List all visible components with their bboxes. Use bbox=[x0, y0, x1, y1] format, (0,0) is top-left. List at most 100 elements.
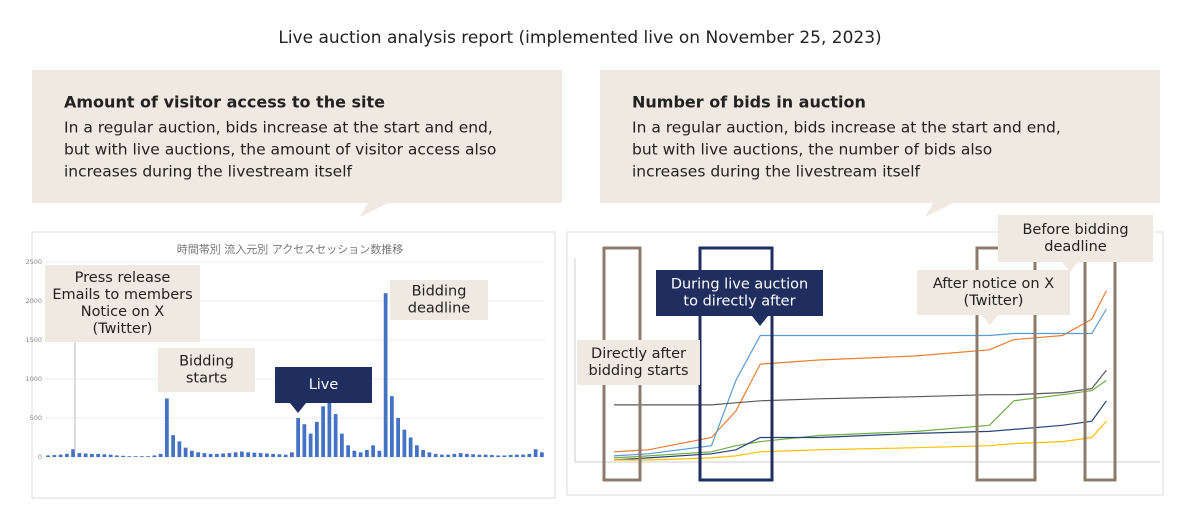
bar bbox=[177, 441, 182, 457]
annotation-box bbox=[577, 340, 700, 385]
annotation-text: Bidding bbox=[179, 354, 234, 370]
bar bbox=[265, 453, 269, 457]
bar bbox=[296, 418, 300, 457]
bar bbox=[208, 453, 213, 457]
annotation-text: Emails to members bbox=[52, 287, 192, 303]
bar bbox=[308, 433, 313, 457]
annotation-tail bbox=[982, 315, 998, 325]
annotation-box bbox=[998, 215, 1153, 262]
bar bbox=[165, 398, 169, 457]
annotation-text: Bidding bbox=[412, 284, 467, 300]
bar bbox=[533, 449, 538, 457]
annotation-tail bbox=[752, 316, 768, 326]
bar bbox=[146, 456, 150, 457]
bar bbox=[290, 452, 294, 457]
bar bbox=[433, 453, 438, 457]
y-tick-label: 1500 bbox=[25, 336, 42, 344]
bar bbox=[402, 429, 407, 457]
bar bbox=[383, 293, 388, 457]
bar bbox=[108, 454, 113, 457]
bar bbox=[227, 453, 232, 457]
bar bbox=[140, 456, 144, 457]
bar bbox=[96, 453, 100, 457]
bar bbox=[515, 454, 519, 457]
bar bbox=[277, 454, 282, 457]
bar bbox=[190, 450, 194, 457]
annotation-box bbox=[275, 367, 372, 403]
bar bbox=[496, 455, 500, 457]
annotation-text: Press release bbox=[75, 270, 171, 286]
bar bbox=[365, 449, 369, 457]
bar bbox=[415, 445, 419, 457]
bar bbox=[396, 418, 400, 457]
bar bbox=[452, 453, 457, 457]
annotation-text: Live bbox=[309, 377, 339, 393]
bar bbox=[490, 455, 494, 457]
panel-text: increases during the livestream itself bbox=[64, 163, 352, 181]
bar bbox=[371, 445, 375, 457]
bar bbox=[458, 453, 463, 457]
bar bbox=[77, 453, 82, 457]
bar bbox=[83, 453, 88, 457]
bar bbox=[465, 453, 469, 457]
bar bbox=[65, 453, 69, 457]
bar bbox=[115, 455, 119, 457]
bar bbox=[215, 453, 219, 457]
bar bbox=[71, 449, 75, 457]
annotation-text: Before bidding bbox=[1022, 222, 1128, 238]
annotation-text: Directly after bbox=[591, 346, 686, 362]
chart-title: 時間帯別 流入元別 アクセスセッション数推移 bbox=[177, 242, 403, 256]
annotation-box bbox=[45, 265, 200, 342]
annotation-text: to directly after bbox=[683, 294, 795, 310]
bar bbox=[102, 454, 107, 457]
bar bbox=[271, 453, 275, 457]
panel-heading: Number of bids in auction bbox=[632, 93, 866, 112]
bar bbox=[446, 454, 450, 457]
bar bbox=[202, 453, 207, 457]
panel-text: In a regular auction, bids increase at t… bbox=[64, 119, 493, 137]
bar bbox=[258, 453, 263, 457]
annotation-box bbox=[656, 270, 823, 316]
bar bbox=[240, 451, 244, 457]
bar bbox=[390, 396, 394, 457]
bar bbox=[333, 414, 338, 457]
bar bbox=[352, 450, 357, 457]
bar bbox=[133, 456, 138, 457]
bar bbox=[508, 455, 513, 457]
bar bbox=[127, 456, 132, 457]
panel-text: In a regular auction, bids increase at t… bbox=[632, 119, 1061, 137]
bar bbox=[158, 453, 163, 457]
annotation-text: During live auction bbox=[671, 277, 808, 293]
bar bbox=[196, 452, 200, 457]
bar bbox=[471, 454, 475, 457]
annotation-box bbox=[158, 348, 255, 392]
bar bbox=[527, 453, 532, 457]
annotation-box bbox=[390, 280, 488, 320]
annotation-text: deadline bbox=[1044, 239, 1106, 255]
callout-panel bbox=[600, 70, 1160, 217]
bar bbox=[315, 421, 319, 457]
bar bbox=[171, 435, 175, 457]
panel-text: but with live auctions, the amount of vi… bbox=[64, 141, 496, 159]
bar bbox=[183, 447, 188, 457]
annotation-text: bidding starts bbox=[589, 363, 689, 379]
annotation-text: starts bbox=[186, 371, 227, 387]
y-tick-label: 2000 bbox=[25, 297, 42, 305]
annotation-text: deadline bbox=[408, 301, 470, 317]
panel-text: increases during the livestream itself bbox=[632, 163, 920, 181]
bar bbox=[340, 433, 344, 457]
bar bbox=[321, 406, 325, 457]
bar bbox=[521, 454, 525, 457]
annotation-text: (Twitter) bbox=[93, 321, 153, 337]
bar bbox=[58, 454, 63, 457]
bar bbox=[427, 452, 432, 457]
bar bbox=[252, 452, 257, 457]
y-tick-label: 2500 bbox=[25, 258, 42, 266]
bar bbox=[152, 455, 157, 457]
annotation-box bbox=[917, 270, 1070, 315]
bar bbox=[346, 445, 350, 457]
bar bbox=[90, 453, 94, 457]
bar bbox=[377, 450, 382, 457]
bar bbox=[233, 452, 238, 457]
